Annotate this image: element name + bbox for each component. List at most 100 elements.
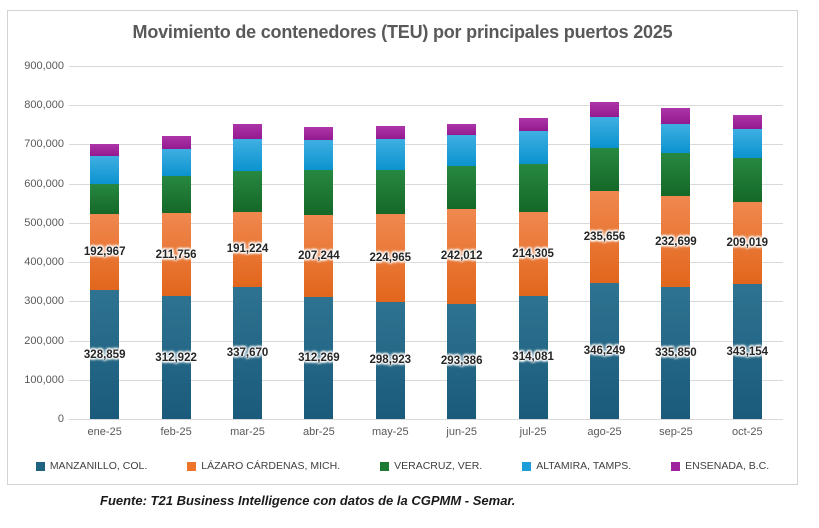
data-label: 312,269	[298, 351, 340, 364]
gridline	[69, 66, 783, 67]
data-label: 232,699	[655, 235, 697, 248]
bar-segment-l-zaro-c-rdenas	[304, 215, 334, 297]
bar-segment-altamira	[732, 129, 762, 159]
data-label: 335,850	[655, 347, 697, 360]
bar-segment-ensenada	[161, 135, 191, 149]
gridline	[69, 183, 783, 185]
legend-swatch-icon	[380, 461, 390, 471]
bar-segment-altamira	[447, 134, 477, 166]
bar-segment-altamira	[304, 139, 334, 171]
bar-segment-veracruz	[447, 165, 477, 209]
bar-segment-manzanillo	[447, 303, 477, 419]
bar-segment-l-zaro-c-rdenas	[518, 211, 548, 296]
bar-segment-manzanillo	[233, 286, 262, 419]
legend-swatch-icon	[522, 461, 532, 471]
data-label: 337,670	[226, 346, 269, 359]
legend-label: ALTAMIRA, TAMPS.	[536, 460, 632, 472]
y-axis-label: 400,000	[24, 256, 64, 269]
y-axis-label: 0	[57, 413, 64, 425]
legend-item: ENSENADA, B.C.	[671, 460, 769, 472]
legend-label: LÁZARO CÁRDENAS, MICH.	[201, 460, 341, 472]
gridline	[69, 419, 783, 420]
bar-segment-altamira	[518, 130, 548, 164]
bar-segment-manzanillo	[518, 295, 548, 419]
y-axis-label: 500,000	[24, 216, 64, 229]
bar-segment-manzanillo	[732, 284, 762, 419]
data-label: 191,224	[226, 243, 269, 256]
bar-segment-altamira	[161, 148, 191, 176]
legend-item: VERACRUZ, VER.	[380, 460, 482, 472]
chart-legend: MANZANILLO, COL. LÁZARO CÁRDENAS, MICH. VE…	[8, 460, 797, 472]
x-axis-label: may-25	[371, 426, 409, 438]
data-label: 328,859	[83, 348, 126, 361]
y-axis-label: 600,000	[24, 177, 64, 190]
x-axis-label: oct-25	[732, 426, 763, 438]
x-axis-label: mar-25	[230, 426, 265, 438]
bar-segment-ensenada	[90, 144, 120, 157]
data-label: 224,965	[369, 251, 412, 264]
gridline	[69, 105, 783, 107]
x-axis-label: jul-25	[519, 426, 547, 438]
y-axis-label: 300,000	[24, 295, 64, 308]
data-label: 346,249	[583, 345, 626, 358]
gridline	[69, 301, 783, 303]
data-label: 207,244	[298, 249, 340, 262]
y-axis-label: 800,000	[24, 99, 64, 112]
bar-segment-ensenada	[233, 124, 262, 139]
y-axis-label: 700,000	[24, 138, 64, 151]
source-note: Fuente: T21 Business Intelligence con da…	[100, 493, 516, 508]
bar-segment-l-zaro-c-rdenas	[375, 213, 405, 302]
bar-segment-ensenada	[732, 114, 762, 130]
data-label: 242,012	[440, 250, 483, 263]
bar-segment-veracruz	[161, 175, 191, 214]
bar-segment-l-zaro-c-rdenas	[90, 214, 120, 290]
bar-segment-ensenada	[518, 118, 548, 131]
bar-segment-l-zaro-c-rdenas	[590, 190, 619, 284]
y-axis-label: 900,000	[24, 60, 64, 72]
data-label: 312,922	[155, 351, 197, 364]
legend-label: VERACRUZ, VER.	[394, 460, 483, 472]
bar-segment-manzanillo	[161, 296, 191, 419]
bar-segment-ensenada	[304, 126, 334, 140]
bar-segment-veracruz	[518, 163, 548, 212]
bar-segment-ensenada	[590, 102, 619, 117]
bar-segment-l-zaro-c-rdenas	[732, 202, 762, 285]
x-axis-label: ene-25	[87, 426, 122, 438]
bar-segment-l-zaro-c-rdenas	[233, 211, 262, 287]
chart-frame: Movimiento de contenedores (TEU) por pri…	[7, 10, 798, 485]
legend-swatch-icon	[671, 461, 681, 471]
bar-segment-manzanillo	[590, 283, 619, 419]
bar-segment-l-zaro-c-rdenas	[661, 196, 691, 288]
legend-swatch-icon	[187, 461, 197, 471]
bar-segment-altamira	[375, 138, 405, 170]
bar-segment-manzanillo	[661, 287, 691, 419]
x-axis-label: sep-25	[659, 426, 693, 438]
data-label: 298,923	[369, 354, 412, 367]
legend-item: MANZANILLO, COL.	[35, 460, 148, 472]
legend-item: LÁZARO CÁRDENAS, MICH.	[187, 460, 340, 472]
bar-segment-veracruz	[590, 148, 619, 191]
gridline	[69, 144, 783, 146]
gridline	[69, 340, 783, 342]
bar-segment-l-zaro-c-rdenas	[161, 213, 191, 297]
x-axis-label: feb-25	[160, 426, 192, 438]
bar-segment-veracruz	[375, 169, 405, 214]
data-label: 314,081	[512, 351, 554, 364]
data-label: 235,656	[583, 230, 626, 243]
gridline	[69, 222, 783, 224]
gridline	[69, 262, 783, 264]
bar-segment-ensenada	[661, 107, 691, 124]
data-label: 214,305	[512, 247, 554, 260]
bar-segment-ensenada	[375, 126, 405, 139]
legend-label: MANZANILLO, COL.	[49, 460, 148, 472]
bar-segment-altamira	[233, 138, 262, 172]
x-axis-label: abr-25	[302, 426, 335, 438]
data-label: 209,019	[726, 237, 769, 250]
bar-segment-veracruz	[233, 171, 262, 212]
bar-segment-manzanillo	[304, 296, 334, 419]
bar-segment-manzanillo	[375, 301, 405, 419]
x-axis-label: ago-25	[587, 426, 622, 438]
bar-segment-ensenada	[447, 123, 477, 135]
bar-segment-veracruz	[661, 152, 691, 196]
bar-segment-manzanillo	[90, 290, 120, 419]
